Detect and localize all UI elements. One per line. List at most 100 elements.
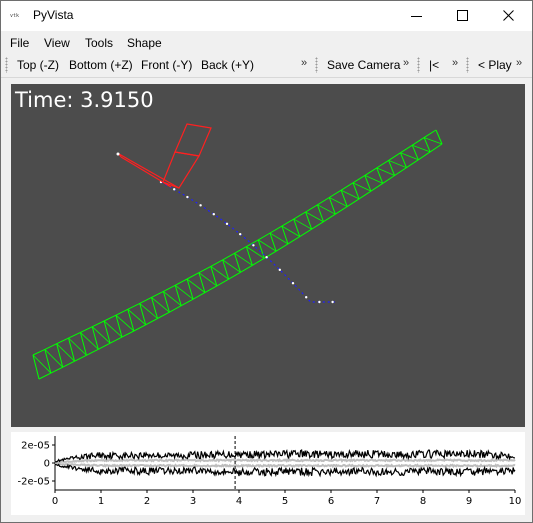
x-tick-label: 4	[236, 496, 242, 507]
blade-rib	[115, 315, 123, 338]
trajectory-point	[291, 282, 295, 285]
view-bottom-button[interactable]: Bottom (+Z)	[69, 58, 133, 72]
tower-tip-node	[116, 152, 120, 156]
blade-rib-diagonal	[388, 160, 407, 169]
close-icon	[503, 10, 514, 21]
view-top-button[interactable]: Top (-Z)	[17, 58, 59, 72]
blade-rib	[328, 197, 336, 215]
toolbar-grip-handle[interactable]	[5, 57, 8, 73]
x-tick-label: 1	[98, 496, 104, 507]
blade-rib-diagonal	[412, 144, 431, 153]
blade-rib-diagonal	[80, 332, 99, 350]
blade-rib-diagonal	[400, 152, 419, 161]
blade-rib-diagonal	[151, 297, 170, 313]
blade-rib-diagonal	[163, 291, 182, 307]
vtk-app-icon: vtk	[10, 13, 20, 19]
blade-mesh	[32, 129, 443, 380]
x-tick-label: 8	[420, 496, 426, 507]
maximize-button[interactable]	[440, 1, 486, 31]
blade-rib-diagonal	[376, 167, 395, 176]
blade-rib-diagonal	[44, 349, 63, 368]
toolbar: Top (-Z) Bottom (+Z) Front (-Y) Back (+Y…	[1, 53, 532, 78]
blade-rib-diagonal	[115, 314, 135, 332]
blade-rib	[79, 332, 87, 356]
blade-rib-diagonal	[281, 225, 300, 237]
menu-view[interactable]: View	[44, 36, 70, 50]
blade-rib	[174, 285, 182, 306]
y-tick-label: 0	[44, 459, 50, 470]
blade-rib	[32, 354, 40, 380]
view-front-button[interactable]: Front (-Y)	[141, 58, 193, 72]
blade-rib	[186, 278, 194, 300]
tower-frame	[116, 123, 212, 189]
title-bar[interactable]: vtk PyVista	[1, 1, 532, 31]
blade-rib	[423, 137, 431, 153]
series-upper-line	[54, 457, 516, 464]
blade-rib	[257, 239, 265, 259]
scene-canvas[interactable]	[11, 84, 525, 427]
minimize-button[interactable]	[394, 1, 440, 31]
blade-rib	[411, 145, 419, 160]
time-label: Time: 3.9150	[15, 88, 154, 112]
trajectory-point	[225, 222, 229, 226]
view-back-button[interactable]: Back (+Y)	[201, 58, 255, 72]
blade-rib	[245, 246, 253, 266]
blade-rib	[44, 349, 52, 374]
3d-render-viewport[interactable]: Time: 3.9150	[11, 84, 525, 427]
trajectory-point	[199, 204, 202, 207]
save-camera-button[interactable]: Save Camera	[327, 58, 401, 72]
chevron-double-right-icon[interactable]: »	[403, 57, 410, 69]
chevron-double-right-icon[interactable]: »	[452, 57, 459, 69]
y-tick-label: -2e-05	[18, 477, 50, 488]
blade-rib-diagonal	[127, 309, 146, 326]
toolbar-grip-handle[interactable]	[417, 57, 420, 73]
blade-rib-diagonal	[139, 303, 158, 319]
trajectory-point	[173, 188, 176, 191]
menu-bar: File View Tools Shape	[1, 32, 532, 53]
maximize-icon	[457, 10, 468, 21]
blade-rib	[222, 259, 230, 280]
rewind-button[interactable]: |<	[429, 58, 440, 72]
blade-rib	[139, 303, 147, 325]
menu-shape[interactable]: Shape	[127, 36, 162, 50]
blade-rib	[68, 337, 76, 362]
blade-rib	[352, 182, 360, 200]
blade-rib	[435, 129, 443, 145]
trajectory-point	[305, 296, 308, 299]
blade-rib-diagonal	[364, 175, 383, 184]
close-button[interactable]	[486, 1, 532, 31]
menu-tools[interactable]: Tools	[85, 36, 114, 50]
blade-rib	[399, 152, 407, 168]
blade-rib-diagonal	[341, 189, 360, 200]
blade-rib	[91, 326, 99, 350]
menu-file[interactable]: File	[10, 36, 30, 50]
chevron-double-right-icon[interactable]: »	[301, 57, 308, 69]
blade-rib-diagonal	[198, 272, 218, 287]
blade-rib	[340, 190, 348, 207]
blade-rib	[210, 266, 218, 287]
blade-rib	[56, 343, 64, 368]
blade-rib-diagonal	[103, 320, 123, 338]
chevron-double-right-icon[interactable]: »	[516, 57, 523, 69]
blade-rib-diagonal	[174, 284, 194, 300]
trajectory-point	[318, 300, 321, 304]
signal-plot-panel: 2e-05 0 -2e-05 0 1 2 3 4 5 6 7 8 9 10	[11, 432, 525, 515]
blade-rib-diagonal	[91, 326, 111, 344]
blade-rib	[103, 320, 111, 344]
trajectory-path	[159, 180, 337, 304]
play-button[interactable]: < Play	[478, 58, 512, 72]
x-tick-label: 9	[466, 496, 472, 507]
toolbar-grip-handle[interactable]	[315, 57, 318, 73]
minimize-icon	[411, 16, 422, 17]
toolbar-grip-handle[interactable]	[466, 57, 469, 73]
x-tick-label: 7	[374, 496, 380, 507]
blade-rib-diagonal	[257, 239, 277, 252]
x-tick-label: 2	[144, 496, 150, 507]
blade-rib-diagonal	[269, 232, 289, 245]
x-tick-label: 3	[190, 496, 196, 507]
blade-rib-diagonal	[246, 246, 265, 259]
blade-rib-diagonal	[293, 218, 312, 230]
blade-rib-diagonal	[68, 337, 87, 356]
x-tick-label: 10	[509, 496, 522, 507]
window-title: PyVista	[33, 8, 74, 22]
